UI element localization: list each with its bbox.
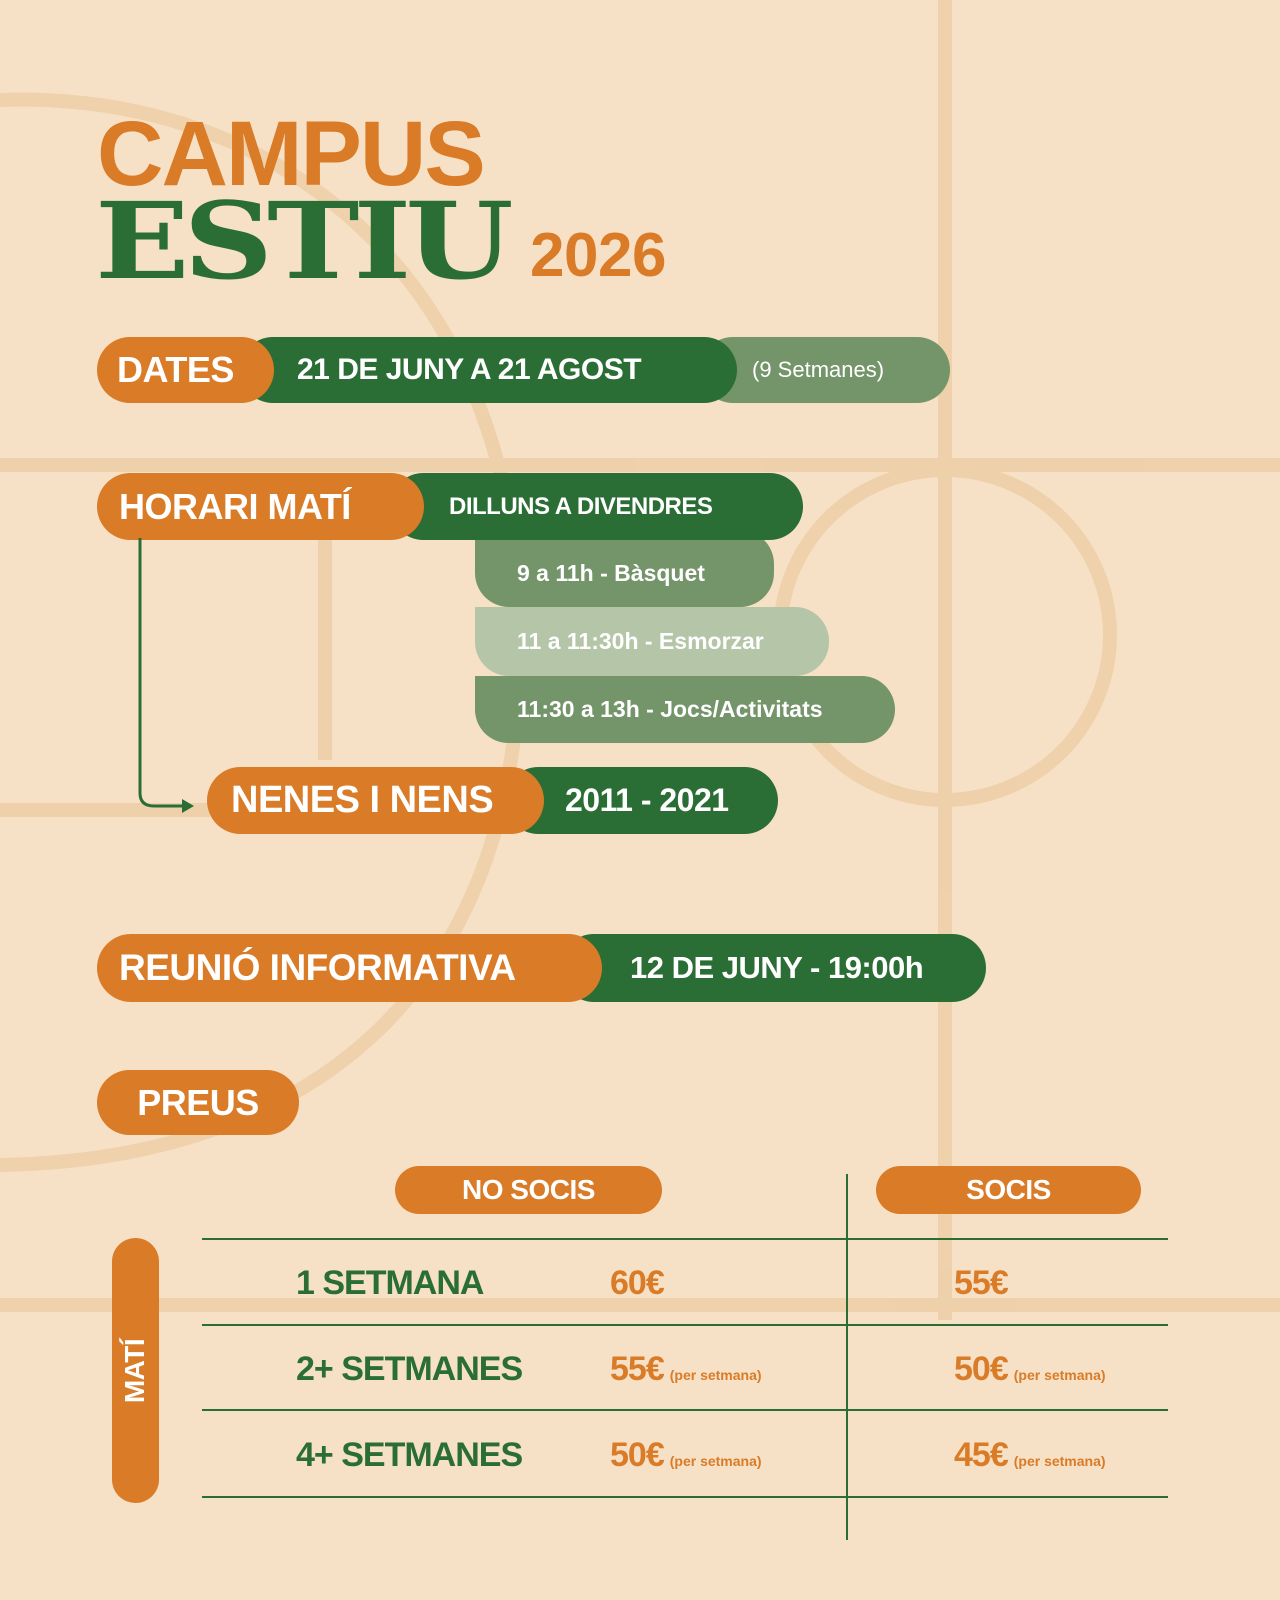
schedule-label: HORARI MATÍ (97, 473, 424, 540)
row-divider (202, 1238, 1168, 1240)
schedule-item-3-text: 11:30 a 13h - Jocs/Activitats (517, 696, 823, 722)
title-year: 2026 (530, 221, 666, 290)
price-value: 45€ (954, 1436, 1009, 1474)
dates-weeks-text: (9 Setmanes) (752, 357, 885, 382)
schedule-item-1: 9 a 11h - Bàsquet (475, 530, 774, 607)
row-label-3: 4+ SETMANES (296, 1436, 523, 1474)
price-value: 50€ (954, 1350, 1009, 1388)
row-label-2: 2+ SETMANES (296, 1350, 523, 1388)
dates-value: 21 DE JUNY A 21 AGOST (240, 337, 737, 403)
side-label-mati-text: MATÍ (119, 1338, 151, 1403)
price-value: 55€ (954, 1264, 1009, 1302)
price-note: (per setmana) (1013, 1453, 1106, 1469)
meeting-label: REUNIÓ INFORMATIVA (97, 934, 602, 1002)
col-header-socis: SOCIS (876, 1166, 1141, 1214)
price-value: 60€ (610, 1264, 665, 1302)
schedule-item-2: 11 a 11:30h - Esmorzar (475, 607, 829, 676)
kids-label: NENES I NENS (207, 767, 544, 834)
column-divider (846, 1174, 848, 1540)
title-campus: CAMPUS (97, 103, 486, 205)
meeting-value-text: 12 DE JUNY - 19:00h (630, 950, 924, 985)
price-socis-3: 45€ (per setmana) (954, 1436, 1106, 1475)
price-no-socis-3: 50€ (per setmana) (610, 1436, 762, 1475)
row-label-1: 1 SETMANA (296, 1264, 484, 1302)
dates-value-text: 21 DE JUNY A 21 AGOST (297, 353, 642, 386)
dates-label-text: DATES (117, 349, 234, 390)
col-header-socis-text: SOCIS (966, 1174, 1051, 1205)
price-socis-2: 50€ (per setmana) (954, 1350, 1106, 1389)
schedule-item-2-text: 11 a 11:30h - Esmorzar (517, 628, 764, 654)
meeting-value: 12 DE JUNY - 19:00h (560, 934, 986, 1002)
price-note: (per setmana) (669, 1453, 762, 1469)
kids-years: 2011 - 2021 (505, 767, 778, 834)
side-label-mati: MATÍ (112, 1238, 159, 1503)
arrow-icon (138, 538, 194, 813)
schedule-label-text: HORARI MATÍ (119, 485, 351, 527)
price-no-socis-2: 55€ (per setmana) (610, 1350, 762, 1389)
price-note: (per setmana) (669, 1367, 762, 1383)
dates-label: DATES (97, 337, 274, 403)
row-divider (202, 1324, 1168, 1326)
row-divider (202, 1496, 1168, 1498)
col-header-no-socis: NO SOCIS (395, 1166, 662, 1214)
schedule-days: DILLUNS A DIVENDRES (390, 473, 803, 540)
col-header-no-socis-text: NO SOCIS (462, 1174, 595, 1205)
schedule-item-3: 11:30 a 13h - Jocs/Activitats (475, 676, 895, 743)
kids-label-text: NENES I NENS (231, 779, 494, 821)
price-value: 55€ (610, 1350, 665, 1388)
schedule-days-text: DILLUNS A DIVENDRES (449, 492, 713, 520)
title-estiu: ESTIU (95, 180, 513, 304)
row-divider (202, 1409, 1168, 1411)
price-socis-1: 55€ (954, 1264, 1009, 1303)
price-value: 50€ (610, 1436, 665, 1474)
price-note: (per setmana) (1013, 1367, 1106, 1383)
schedule-item-1-text: 9 a 11h - Bàsquet (517, 560, 705, 586)
kids-years-text: 2011 - 2021 (565, 782, 729, 818)
dates-weeks: (9 Setmanes) (700, 337, 950, 403)
prices-label-text: PREUS (137, 1081, 259, 1123)
price-no-socis-1: 60€ (610, 1264, 665, 1303)
meeting-label-text: REUNIÓ INFORMATIVA (119, 947, 516, 988)
prices-label: PREUS (97, 1070, 299, 1135)
